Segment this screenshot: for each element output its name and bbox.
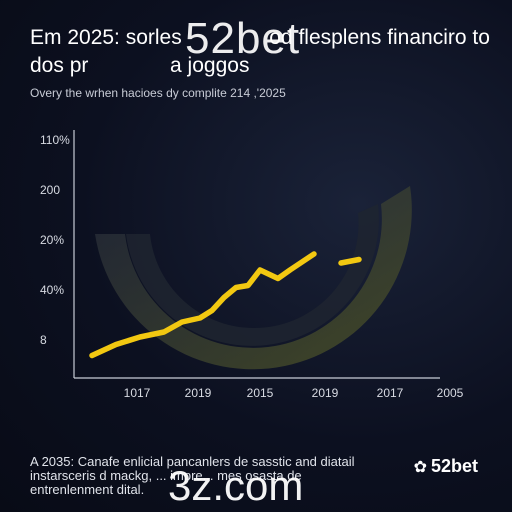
brand-logo-text: 52bet	[430, 456, 478, 476]
x-tick-label: 2017	[377, 386, 404, 400]
series-line	[338, 256, 362, 266]
x-tick-label: 2005	[437, 386, 464, 400]
x-tick-label: 2019	[185, 386, 212, 400]
y-tick-label: 110%	[40, 133, 70, 147]
leaf-logo-icon: ✿	[413, 458, 427, 476]
footer-note: A 2035: Canafe enlicial pancanlers de sa…	[30, 454, 355, 497]
decorative-arc-inner	[126, 204, 379, 346]
x-tick-label: 2019	[312, 386, 339, 400]
watermark-top: 52bet	[185, 14, 301, 63]
watermark-bottom: 3z.com	[168, 462, 304, 509]
series-line	[89, 251, 317, 359]
y-tick-label: 40%	[40, 283, 64, 297]
chart-marks	[89, 251, 362, 359]
y-tick-label: 8	[40, 333, 47, 347]
chart-subtitle: Overy the wrhen hacioes dy complite 214 …	[30, 86, 286, 100]
brand-logo: ✿ 52bet	[414, 456, 478, 477]
chart-title: Em 2025: sorles od flesplens financiro t…	[30, 26, 490, 77]
x-tick-label: 2015	[247, 386, 274, 400]
y-tick-label: 200	[40, 183, 60, 197]
y-tick-label: 20%	[40, 233, 64, 247]
chart-axes: 110% 200 20% 40% 8 1017 2019 2015 2019 2017 2005	[40, 130, 464, 400]
x-tick-label: 1017	[124, 386, 151, 400]
